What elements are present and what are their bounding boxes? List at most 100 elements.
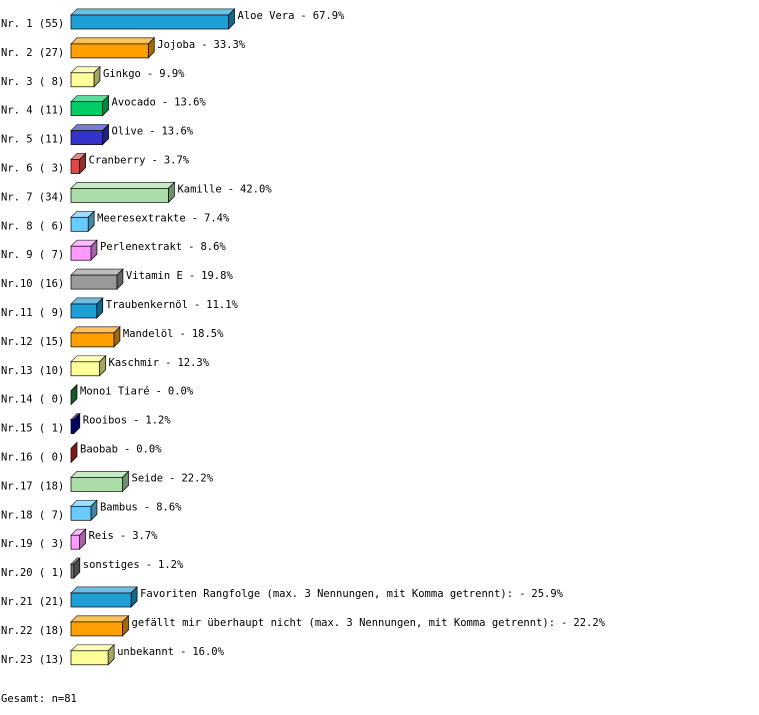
value-label: 3.7% (132, 530, 158, 542)
bar-side-shade (88, 211, 95, 232)
bar-top-shade (71, 211, 95, 218)
separator: - (189, 270, 195, 282)
bar-side-shade (71, 442, 77, 463)
bar-side-shade (99, 355, 106, 376)
row-label: Nr.13 (10) (1, 365, 64, 377)
separator: - (300, 10, 306, 22)
row-label: Nr. 2 (27) (1, 47, 64, 59)
bar-top-shade (71, 153, 86, 160)
value-label: 0.0% (136, 444, 162, 456)
bar-label: Seide -22.2% (132, 472, 214, 484)
value-label: 0.0% (168, 386, 194, 398)
bar-top-shade (71, 326, 120, 333)
bar-top-shade (71, 615, 129, 622)
category-label: sonstiges (83, 559, 140, 571)
bar (70, 159, 80, 174)
bar-side-shade (113, 326, 120, 347)
bar-side-shade (122, 615, 129, 636)
bar-side-shade (79, 153, 86, 174)
bar-top-shade (71, 471, 129, 478)
bar (70, 505, 92, 521)
separator: - (519, 588, 525, 600)
category-label: Reis (89, 530, 114, 542)
value-label: 42.0% (240, 183, 272, 195)
category-label: Monoi Tiaré (80, 386, 150, 398)
value-label: 9.9% (159, 68, 185, 80)
category-label: Seide (132, 472, 164, 484)
bar-side-shade (96, 298, 103, 318)
bar (70, 72, 95, 88)
row-label: Nr.21 (21) (1, 596, 64, 608)
bar-label: Kamille -42.0% (177, 183, 272, 195)
row-label: Nr.11 ( 9) (1, 307, 64, 319)
bar (70, 563, 75, 579)
row-label: Nr.10 (16) (1, 278, 64, 290)
row-label: Nr. 3 ( 8) (1, 76, 64, 88)
bar (70, 101, 103, 117)
separator: - (194, 299, 200, 311)
row-label: Nr. 4 (11) (1, 105, 64, 117)
row-label: Nr.15 ( 1) (1, 423, 64, 435)
bar-side-shade (131, 587, 138, 607)
category-label: Kamille (177, 183, 221, 195)
bar-label: unbekannt -16.0% (117, 646, 225, 658)
bar (70, 650, 109, 666)
category-label: Avocado (112, 97, 156, 109)
row-label: Nr.22 (18) (1, 625, 64, 637)
bar-side-shade (93, 66, 100, 87)
bar (70, 621, 123, 637)
bar-side-shade (102, 95, 109, 116)
value-label: 33.3% (214, 39, 246, 51)
value-label: 8.6% (200, 241, 226, 253)
bar (70, 245, 92, 261)
value-label: 12.3% (177, 357, 209, 369)
row-label: Nr. 8 ( 6) (1, 220, 64, 232)
value-label: 13.6% (161, 126, 193, 138)
category-label: unbekannt (117, 646, 174, 658)
bar (70, 43, 149, 59)
bar-top-shade (71, 9, 235, 15)
value-label: 1.2% (145, 415, 171, 427)
footer: Gesamt: n=81 (1, 693, 77, 705)
bar (70, 419, 75, 434)
value-label: 8.6% (156, 501, 182, 513)
category-label: gefällt mir überhaupt nicht (max. 3 Nenn… (132, 617, 556, 629)
value-label: 19.8% (201, 270, 233, 282)
bar-label: Ginkgo -9.9% (103, 68, 185, 80)
value-label: 25.9% (531, 588, 563, 600)
bar-side-shade (108, 644, 115, 665)
bar-top-shade (71, 240, 97, 247)
bar-top-shade (71, 355, 106, 362)
separator: - (144, 501, 150, 513)
row-label: Nr.16 ( 0) (1, 452, 64, 464)
category-label: Rooibos (83, 415, 127, 427)
value-label: 67.9% (313, 10, 345, 22)
value-label: 11.1% (206, 299, 238, 311)
bar-label: Perlenextrakt -8.6% (100, 241, 226, 253)
row-label: Nr.19 ( 3) (1, 538, 64, 550)
bar (70, 188, 169, 203)
bar-label: Monoi Tiaré -0.0% (80, 386, 194, 398)
separator: - (201, 39, 207, 51)
bar (70, 361, 100, 377)
bar-side-shade (228, 9, 235, 29)
row-label: Nr.17 (18) (1, 480, 64, 492)
bar (70, 534, 80, 550)
bar-label: Jojoba -33.3% (157, 39, 246, 51)
separator: - (165, 357, 171, 369)
bar-top-shade (71, 529, 86, 536)
bar-side-shade (122, 471, 129, 492)
value-label: 1.2% (158, 559, 184, 571)
separator: - (147, 68, 153, 80)
bar-label: Mandelöl -18.5% (123, 328, 224, 340)
separator: - (133, 415, 139, 427)
category-label: Kaschmir (109, 357, 160, 369)
bar-label: Meeresextrakte -7.4% (97, 212, 230, 224)
bar-label: sonstiges -1.2% (83, 559, 184, 571)
bar-side-shade (102, 124, 109, 145)
bar-label: Traubenkernöl -11.1% (106, 299, 239, 311)
bar-top-shade (71, 269, 123, 276)
bar-side (70, 441, 78, 464)
bar (70, 14, 229, 30)
bar-side (70, 383, 78, 406)
